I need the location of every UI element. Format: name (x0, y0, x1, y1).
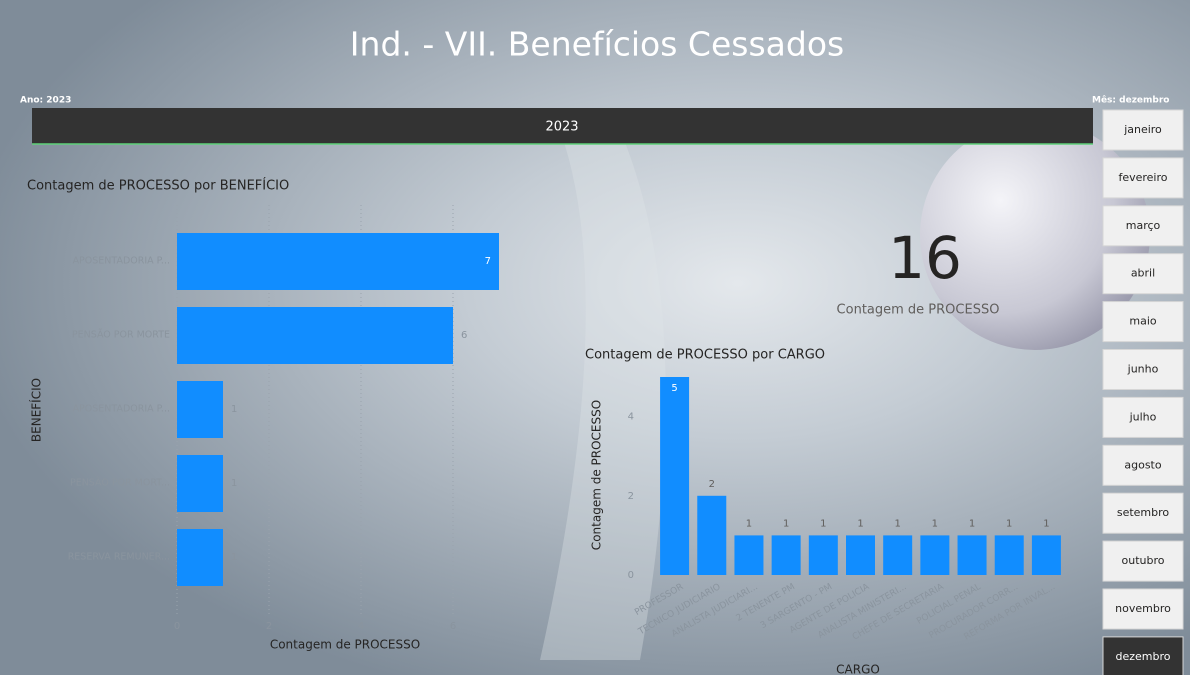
month-label[interactable]: março (1126, 219, 1161, 232)
bar (177, 381, 223, 438)
month-button[interactable] (1102, 205, 1184, 247)
month-button[interactable] (1102, 349, 1184, 390)
year-slicer-bar[interactable] (32, 108, 1093, 144)
month-button[interactable] (1102, 492, 1184, 534)
y-axis-title: Contagem de PROCESSO (590, 400, 604, 550)
data-label: 1 (1043, 518, 1049, 529)
data-label: 5 (671, 383, 677, 394)
y-tick-label: 2 (628, 491, 634, 502)
y-tick-label: 0 (628, 570, 634, 581)
bar (771, 535, 801, 575)
sphere (920, 120, 1150, 350)
category-label: PENSÃO POR MORT... (70, 478, 170, 489)
month-button[interactable] (1102, 444, 1184, 486)
month-button[interactable] (1102, 157, 1184, 199)
month-button[interactable] (1102, 540, 1184, 582)
month-label[interactable]: novembro (1115, 602, 1171, 615)
data-label: 1 (894, 518, 900, 529)
bar (697, 495, 727, 575)
x-tick-label: 6 (450, 621, 456, 632)
y-tick-label: 4 (628, 412, 634, 423)
page-title: Ind. - VII. Benefícios Cessados (350, 25, 844, 64)
bar (660, 377, 690, 575)
month-label[interactable]: fevereiro (1118, 171, 1167, 184)
data-label: 1 (231, 552, 237, 563)
bar (734, 535, 764, 575)
data-label: 1 (820, 518, 826, 529)
bar (1031, 535, 1061, 575)
x-tick-label: 0 (174, 621, 180, 632)
bar (846, 535, 875, 575)
month-label[interactable]: abril (1131, 267, 1155, 280)
data-label: 1 (746, 518, 752, 529)
category-label: PENSÃO POR MORTE (72, 330, 170, 341)
data-label: 1 (969, 518, 975, 529)
month-filter: Mês: dezembro (1092, 95, 1169, 106)
x-tick-label: 4 (358, 621, 364, 632)
month-button[interactable] (1102, 588, 1184, 630)
year-filter: Ano: 2023 (20, 96, 71, 106)
month-button[interactable] (1102, 301, 1184, 343)
data-label: 1 (932, 518, 938, 529)
month-button[interactable] (1102, 253, 1184, 295)
data-label: 1 (857, 518, 863, 529)
category-label: APOSENTADORIA P... (73, 256, 170, 267)
data-label: 1 (231, 404, 237, 415)
bar (177, 233, 499, 290)
card-label: Contagem de PROCESSO (837, 303, 1000, 318)
chart-title: Contagem de PROCESSO por CARGO (585, 348, 825, 363)
category-label: APOSENTADORIA P... (73, 404, 170, 415)
data-label: 1 (1006, 518, 1012, 529)
x-axis-title: Contagem de PROCESSO (270, 638, 420, 652)
bar (177, 529, 223, 586)
bar (177, 455, 223, 512)
bar (808, 535, 838, 575)
bar (177, 307, 453, 364)
bar (957, 535, 987, 575)
year-slicer-item[interactable]: 2023 (545, 120, 578, 135)
month-label[interactable]: outubro (1122, 554, 1165, 567)
month-label[interactable]: janeiro (1123, 123, 1162, 136)
data-label: 1 (231, 478, 237, 489)
data-label: 7 (485, 256, 491, 267)
x-axis-title: CARGO (836, 663, 880, 675)
month-button[interactable] (1102, 109, 1184, 151)
bar (920, 535, 950, 575)
category-label: RESERVA REMUNER... (68, 552, 170, 563)
data-label: 6 (461, 330, 467, 341)
month-label[interactable]: dezembro (1116, 650, 1171, 663)
month-label[interactable]: agosto (1124, 458, 1161, 471)
data-label: 2 (709, 479, 715, 490)
bar (994, 535, 1024, 575)
bar (883, 535, 913, 575)
month-button[interactable] (1102, 636, 1184, 675)
month-button[interactable] (1102, 396, 1184, 438)
chart-title: Contagem de PROCESSO por BENEFÍCIO (27, 178, 289, 194)
card-value: 16 (888, 224, 962, 292)
y-axis-title: BENEFÍCIO (29, 378, 44, 442)
x-tick-label: 2 (266, 621, 272, 632)
brush-stroke (540, 130, 666, 660)
data-label: 1 (783, 518, 789, 529)
month-label[interactable]: junho (1127, 363, 1159, 376)
month-label[interactable]: setembro (1117, 506, 1170, 519)
month-label[interactable]: julho (1129, 410, 1157, 423)
month-label[interactable]: maio (1129, 315, 1157, 328)
